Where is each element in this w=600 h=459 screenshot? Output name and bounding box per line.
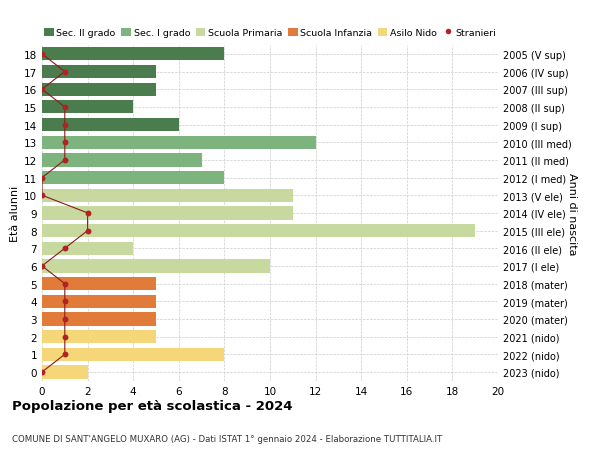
Point: [60, 333, 70, 341]
Bar: [42, 118, 179, 132]
Bar: [42, 242, 133, 255]
Y-axis label: Anni di nascita: Anni di nascita: [567, 172, 577, 255]
Point: [60, 139, 70, 146]
Point: [60, 298, 70, 305]
Point: [60, 351, 70, 358]
Text: Popolazione per età scolastica - 2024: Popolazione per età scolastica - 2024: [12, 399, 293, 412]
Point: [60, 316, 70, 323]
Bar: [42, 224, 475, 238]
Bar: [42, 277, 156, 291]
Bar: [42, 348, 224, 361]
Point: [37, 263, 47, 270]
Bar: [42, 66, 156, 79]
Point: [60, 69, 70, 76]
Bar: [42, 101, 133, 114]
Point: [60, 245, 70, 252]
Y-axis label: Età alunni: Età alunni: [10, 185, 20, 241]
Point: [60, 157, 70, 164]
Bar: [42, 189, 293, 202]
Point: [60, 280, 70, 288]
Bar: [42, 84, 156, 96]
Bar: [42, 365, 88, 379]
Legend: Sec. II grado, Sec. I grado, Scuola Primaria, Scuola Infanzia, Asilo Nido, Stran: Sec. II grado, Sec. I grado, Scuola Prim…: [44, 28, 496, 38]
Bar: [42, 330, 156, 343]
Bar: [42, 154, 202, 167]
Point: [37, 192, 47, 200]
Bar: [42, 313, 156, 326]
Point: [60, 122, 70, 129]
Point: [37, 86, 47, 94]
Text: COMUNE DI SANT'ANGELO MUXARO (AG) - Dati ISTAT 1° gennaio 2024 - Elaborazione TU: COMUNE DI SANT'ANGELO MUXARO (AG) - Dati…: [12, 434, 442, 443]
Bar: [42, 295, 156, 308]
Bar: [42, 48, 224, 62]
Point: [83, 210, 92, 217]
Point: [37, 174, 47, 182]
Bar: [42, 172, 224, 185]
Point: [83, 227, 92, 235]
Point: [60, 104, 70, 111]
Bar: [42, 207, 293, 220]
Bar: [42, 260, 270, 273]
Bar: [42, 136, 316, 150]
Point: [37, 369, 47, 376]
Point: [37, 51, 47, 58]
